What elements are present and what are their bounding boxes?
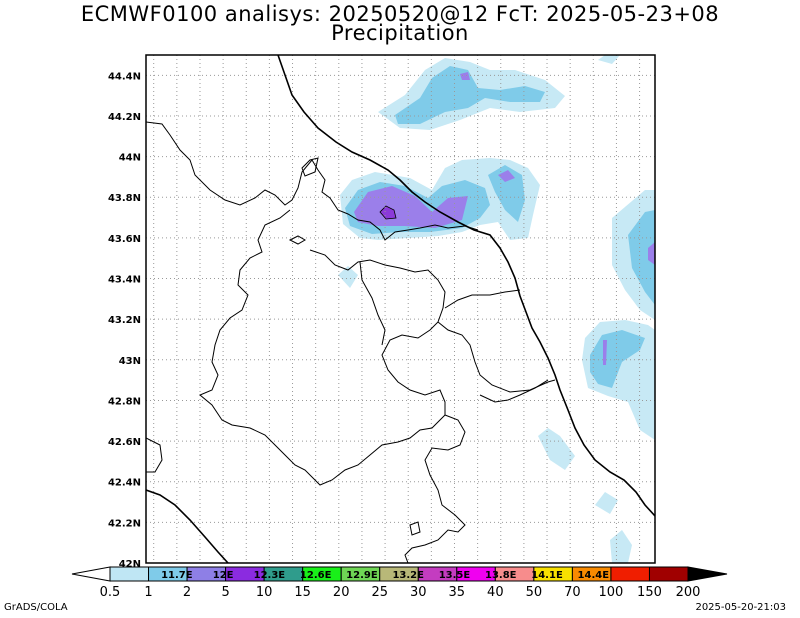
map-subtitle: Precipitation — [331, 21, 469, 45]
colorbar-box — [648, 566, 689, 582]
precip-medium-east — [628, 210, 655, 305]
border-mini-2 — [409, 521, 421, 536]
border-lazio-west — [146, 437, 163, 473]
lat-tick-label: 42.4N — [108, 478, 141, 489]
lon-tick-label: 13.5E — [439, 570, 471, 581]
lat-tick-label: 44N — [119, 153, 141, 164]
lat-tick-label: 43.8N — [108, 193, 141, 204]
colorbar-level-label: 35 — [449, 585, 466, 600]
lon-tick-label: 11.7E — [161, 570, 193, 581]
colorbar-level-label: 1 — [144, 585, 152, 600]
colorbar-left-arrow — [71, 566, 111, 582]
colorbar-level-label: 70 — [564, 585, 581, 600]
precip-heavy-cell — [498, 170, 515, 182]
colorbar-level-label: 150 — [637, 585, 662, 600]
colorbar — [71, 566, 728, 582]
coastline-and-borders — [146, 55, 655, 563]
colorbar-box — [109, 566, 150, 582]
footer-timestamp: 2025-05-20-21:03 — [695, 602, 786, 613]
lat-tick-label: 43.2N — [108, 315, 141, 326]
colorbar-level-label: 40 — [487, 585, 504, 600]
colorbar-level-label: 25 — [371, 585, 388, 600]
map-title: ECMWF0100 analisys: 20250520@12 FcT: 202… — [80, 2, 720, 26]
border-inner-3 — [444, 289, 521, 309]
colorbar-right-arrow — [687, 566, 728, 582]
coastline-west — [146, 489, 229, 563]
precip-medium-coast-2 — [488, 165, 525, 222]
colorbar-level-label: 20 — [333, 585, 350, 600]
lat-tick-label: 43.4N — [108, 275, 141, 286]
precip-heavy-north — [460, 72, 470, 80]
colorbar-level-label: 10 — [256, 585, 273, 600]
colorbar-level-label: 0.5 — [100, 585, 121, 600]
border-marche-umbria — [309, 249, 446, 415]
border-north-emilia — [146, 121, 479, 241]
colorbar-level-label: 50 — [526, 585, 543, 600]
lat-tick-label: 42N — [119, 559, 141, 570]
border-tuscany-umbria — [199, 209, 446, 486]
lat-tick-label: 42.8N — [108, 396, 141, 407]
border-inner-2 — [437, 321, 556, 393]
precip-heavy-areas — [354, 72, 655, 365]
lon-tick-label: 14.4E — [578, 570, 610, 581]
precip-area-small-5 — [598, 55, 620, 64]
lon-tick-label: 14.1E — [531, 570, 563, 581]
colorbar-level-label: 200 — [676, 585, 701, 600]
precip-area-small-3 — [595, 492, 618, 514]
colorbar-level-label: 2 — [183, 585, 191, 600]
precip-heavy-coast — [354, 186, 468, 228]
border-inner-1 — [359, 261, 386, 346]
lon-tick-label: 12.6E — [300, 570, 332, 581]
precip-area-small-1 — [338, 266, 358, 288]
precip-area-small-2 — [538, 428, 575, 470]
footer-credit: GrADS/COLA — [4, 602, 68, 613]
border-south-1 — [479, 379, 549, 403]
lon-tick-label: 12E — [213, 570, 234, 581]
lon-tick-label: 12.3E — [254, 570, 286, 581]
colorbar-level-label: 5 — [221, 585, 229, 600]
colorbar-box — [610, 566, 650, 582]
lat-tick-label: 44.4N — [108, 71, 141, 82]
lon-tick-label: 13.8E — [485, 570, 517, 581]
precip-heavy-southeast — [603, 340, 607, 365]
colorbar-level-label: 100 — [599, 585, 624, 600]
map-frame — [145, 54, 656, 564]
border-mini-1 — [288, 235, 307, 245]
border-san-marino — [301, 157, 319, 177]
lat-tick-label: 43N — [119, 356, 141, 367]
lon-tick-label: 13.2E — [392, 570, 424, 581]
lat-axis-labels: 42N 42.2N 42.4N 42.6N 42.8N 43N 43.2N 43.4N 43.6… — [108, 71, 141, 570]
colorbar-labels: 0.5 1 2 5 10 15 20 25 30 35 40 50 70 100 150 200 — [100, 585, 701, 600]
lat-tick-label: 44.2N — [108, 112, 141, 123]
lon-tick-label: 12.9E — [346, 570, 378, 581]
map-grid — [146, 55, 655, 564]
border-abruzzo — [404, 414, 466, 563]
lat-tick-label: 43.6N — [108, 234, 141, 245]
precip-heavy-east — [648, 242, 655, 265]
coastline — [277, 55, 655, 517]
lon-axis-labels: 11.7E 12E 12.3E 12.6E 12.9E 13.2E 13.5E 13.8E 14… — [161, 570, 609, 581]
precip-area-small-4 — [610, 530, 632, 563]
colorbar-level-label: 15 — [294, 585, 311, 600]
colorbar-level-label: 30 — [410, 585, 427, 600]
lat-tick-label: 42.6N — [108, 437, 141, 448]
precip-medium-north — [395, 66, 545, 124]
lat-tick-label: 42.2N — [108, 518, 141, 529]
